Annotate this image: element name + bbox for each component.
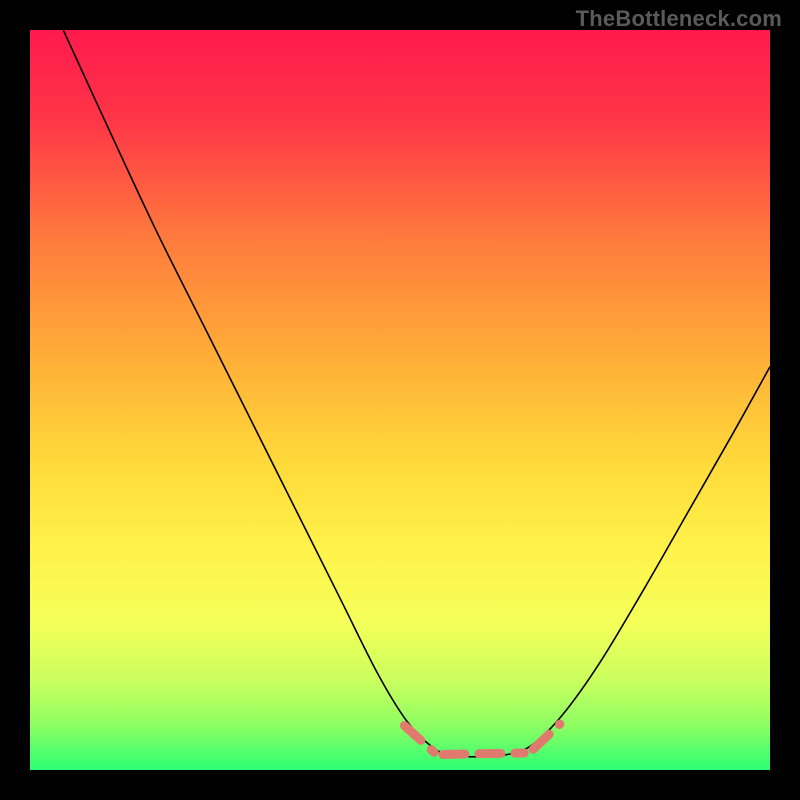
plot-area <box>30 30 770 770</box>
chart-frame: TheBottleneck.com <box>0 0 800 800</box>
valley-segment <box>443 753 524 754</box>
gradient-background <box>30 30 770 770</box>
chart-svg <box>30 30 770 770</box>
watermark-text: TheBottleneck.com <box>576 6 782 32</box>
